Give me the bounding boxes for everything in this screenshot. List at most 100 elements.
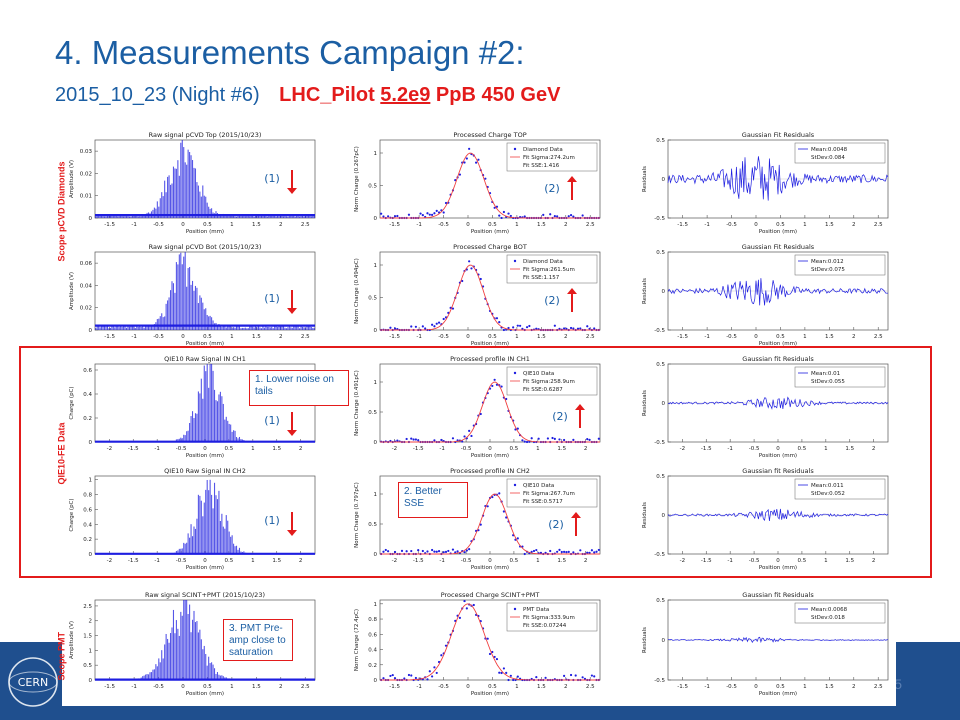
data-point <box>451 307 455 310</box>
subtitle-beam-info: LHC_Pilot 5.2e9 PpB 450 GeV <box>279 84 560 106</box>
x-tick-label: 0 <box>203 558 207 564</box>
group-label-diamonds: Scope pCVD Diamonds <box>56 161 67 262</box>
data-point <box>461 279 464 283</box>
residual-line <box>667 508 889 522</box>
data-point <box>435 209 438 212</box>
data-point <box>433 550 436 553</box>
data-point <box>477 158 480 161</box>
y-tick-label: 0.4 <box>83 392 92 398</box>
data-point <box>391 673 394 677</box>
legend-entry: Mean:0.012 <box>811 259 844 265</box>
data-point <box>507 326 510 330</box>
residual-line <box>667 396 889 410</box>
data-point <box>387 550 390 553</box>
data-point <box>468 429 471 432</box>
data-point <box>433 325 436 328</box>
x-tick-label: -1 <box>416 222 421 228</box>
x-tick-label: -2 <box>107 558 112 564</box>
y-tick-label: 0 <box>374 552 378 558</box>
data-point <box>403 677 406 680</box>
x-tick-label: -1.5 <box>104 684 115 690</box>
legend-entry: Mean:0.0068 <box>811 607 848 613</box>
x-tick-label: 0.5 <box>776 684 785 690</box>
x-tick-label: 2.5 <box>874 684 883 690</box>
fit-marker-label: (2) <box>552 410 568 423</box>
x-tick-label: 0 <box>181 334 185 340</box>
plot-legend <box>794 142 886 164</box>
data-point <box>486 505 489 508</box>
x-tick-label: 0 <box>754 334 758 340</box>
plot-legend <box>794 602 886 624</box>
data-point <box>451 437 455 440</box>
data-point <box>493 655 496 659</box>
data-point <box>516 675 519 678</box>
data-point <box>588 438 591 441</box>
x-tick-label: 2.5 <box>586 334 595 340</box>
data-point <box>516 427 519 430</box>
legend-entry: Mean:0.0048 <box>811 147 848 153</box>
x-tick-label: -1.5 <box>104 334 115 340</box>
x-tick-label: 1 <box>251 558 255 564</box>
data-point <box>560 550 563 554</box>
plot-marks <box>380 378 600 444</box>
legend-entry: StDev:0.075 <box>811 267 845 273</box>
y-tick-label: 0.4 <box>368 648 377 654</box>
data-point <box>389 326 392 329</box>
data-point <box>525 326 529 329</box>
data-point <box>437 550 441 553</box>
x-tick-label: -2 <box>392 558 397 564</box>
x-tick-label: 2 <box>564 684 568 690</box>
x-tick-label: -1 <box>704 222 709 228</box>
data-point <box>563 438 566 442</box>
y-axis-label: Amplitude (V) <box>69 621 75 659</box>
data-point <box>428 670 431 673</box>
cern-logo: CERN <box>8 657 58 707</box>
legend-entry: Fit Sigma:274.2um <box>523 155 575 161</box>
x-tick-label: 0.5 <box>203 684 212 690</box>
y-axis-label: Residuals <box>642 502 648 528</box>
y-tick-label: 0.5 <box>83 663 92 669</box>
data-point <box>581 214 584 217</box>
residual-line <box>667 636 889 644</box>
data-point <box>463 551 466 554</box>
x-tick-label: 2 <box>564 222 568 228</box>
y-tick-label: 0 <box>374 678 378 684</box>
x-tick-label: 0.5 <box>203 334 212 340</box>
x-tick-label: 2 <box>852 334 856 340</box>
data-point <box>553 437 556 440</box>
legend-entry: Fit Sigma:267.7um <box>523 491 575 497</box>
y-tick-label: -0.5 <box>654 328 665 334</box>
x-tick-label: 1.5 <box>557 446 566 452</box>
data-point <box>405 550 408 553</box>
y-tick-label: 0.6 <box>368 632 377 638</box>
x-tick-label: -1 <box>131 684 136 690</box>
y-axis-label: Residuals <box>642 278 648 304</box>
data-point <box>569 326 573 330</box>
x-tick-label: -0.5 <box>153 334 164 340</box>
y-tick-label: 0 <box>662 177 666 183</box>
data-point <box>435 322 438 325</box>
data-point <box>454 179 457 182</box>
subtitle-intensity: 5.2e9 <box>380 84 431 106</box>
x-tick-label: 1.5 <box>845 558 854 564</box>
tail-marker-label: (1) <box>264 172 280 185</box>
x-tick-label: 0.5 <box>510 446 519 452</box>
data-point <box>475 161 478 164</box>
x-tick-label: 1.5 <box>537 684 546 690</box>
note-better-sse: 2. Better SSE <box>398 482 468 518</box>
x-tick-label: 2 <box>584 558 588 564</box>
x-tick-label: 0.5 <box>488 222 497 228</box>
data-point <box>440 654 443 657</box>
data-point <box>491 650 494 654</box>
x-tick-label: -1 <box>131 222 136 228</box>
x-tick-label: 2.5 <box>301 684 310 690</box>
x-tick-label: 0 <box>466 334 470 340</box>
x-tick-label: -0.5 <box>438 684 449 690</box>
data-point <box>521 439 524 442</box>
data-point <box>417 549 420 552</box>
data-point <box>410 674 413 677</box>
x-axis-label: Position (mm) <box>759 453 797 459</box>
x-tick-label: 0 <box>754 222 758 228</box>
data-point <box>586 551 589 554</box>
